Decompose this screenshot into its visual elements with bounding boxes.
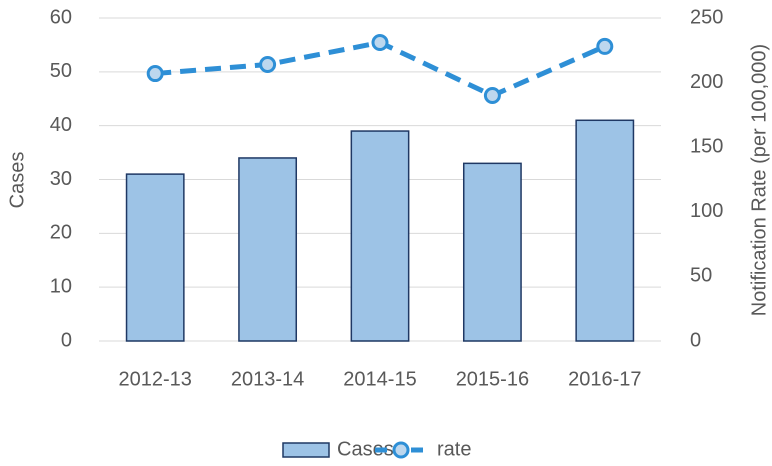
- y-tick-label: 20: [50, 222, 72, 244]
- line-marker: [483, 87, 501, 105]
- y2-tick-label: 0: [690, 329, 701, 351]
- line-marker: [596, 37, 614, 55]
- y2-tick-label: 150: [690, 135, 723, 157]
- y2-axis-title: Notification Rate (per 100,000): [748, 44, 770, 316]
- line-marker: [146, 65, 164, 83]
- y-tick-label: 40: [50, 114, 72, 136]
- y2-tick-label: 200: [690, 71, 723, 93]
- line-marker: [371, 34, 389, 52]
- y2-tick-label: 50: [690, 265, 712, 287]
- x-tick-label: 2015-16: [456, 368, 529, 390]
- x-tick-label: 2013-14: [231, 368, 304, 390]
- legend-marker: [392, 441, 410, 459]
- y2-tick-label: 100: [690, 200, 723, 222]
- legend-label: Cases: [337, 438, 394, 460]
- bar: [575, 119, 635, 342]
- bar: [462, 162, 522, 342]
- bar: [125, 173, 185, 342]
- legend-label: rate: [437, 438, 471, 460]
- y-tick-label: 50: [50, 60, 72, 82]
- bar: [238, 157, 298, 342]
- bar: [350, 130, 410, 342]
- y-tick-label: 30: [50, 168, 72, 190]
- y-tick-label: 0: [61, 329, 72, 351]
- y-tick-label: 10: [50, 275, 72, 297]
- y-tick-label: 60: [50, 6, 72, 28]
- x-tick-label: 2014-15: [343, 368, 416, 390]
- legend-swatch: [282, 442, 330, 458]
- y-axis-title: Cases: [6, 152, 28, 209]
- y2-tick-label: 250: [690, 6, 723, 28]
- x-tick-label: 2016-17: [568, 368, 641, 390]
- x-tick-label: 2012-13: [118, 368, 191, 390]
- line-marker: [259, 56, 277, 74]
